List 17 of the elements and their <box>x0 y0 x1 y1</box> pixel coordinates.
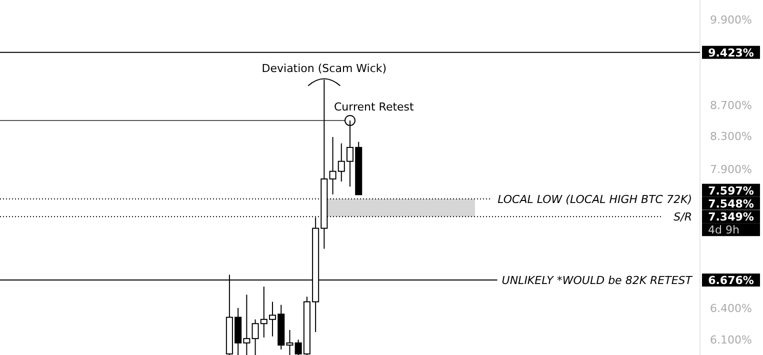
y-tick-label: 6.100% <box>710 334 752 347</box>
y-tick-label: 7.900% <box>710 162 752 176</box>
annotation: Deviation (Scam Wick) <box>262 62 387 75</box>
annotation: Current Retest <box>334 100 415 114</box>
text: 4d 9h <box>708 224 740 237</box>
ref-line-label: UNLIKELY *WOULD be 82K RETEST <box>502 274 694 288</box>
y-tick-label: 7.597% <box>708 184 754 198</box>
y-tick-label: 9.423% <box>708 46 754 60</box>
y-tick-label: 7.349% <box>708 210 754 224</box>
ref-line-label: LOCAL LOW (LOCAL HIGH BTC 72K) <box>498 192 692 206</box>
y-tick-label: 7.548% <box>708 197 754 210</box>
y-tick-label: 8.300% <box>710 130 752 144</box>
ref-line-label: S/R <box>674 210 692 224</box>
y-tick-label: 8.700% <box>710 99 752 112</box>
y-tick-label: 6.400% <box>710 302 752 315</box>
y-tick-label: 9.900% <box>710 14 752 27</box>
y-tick-label: 6.676% <box>708 274 754 288</box>
